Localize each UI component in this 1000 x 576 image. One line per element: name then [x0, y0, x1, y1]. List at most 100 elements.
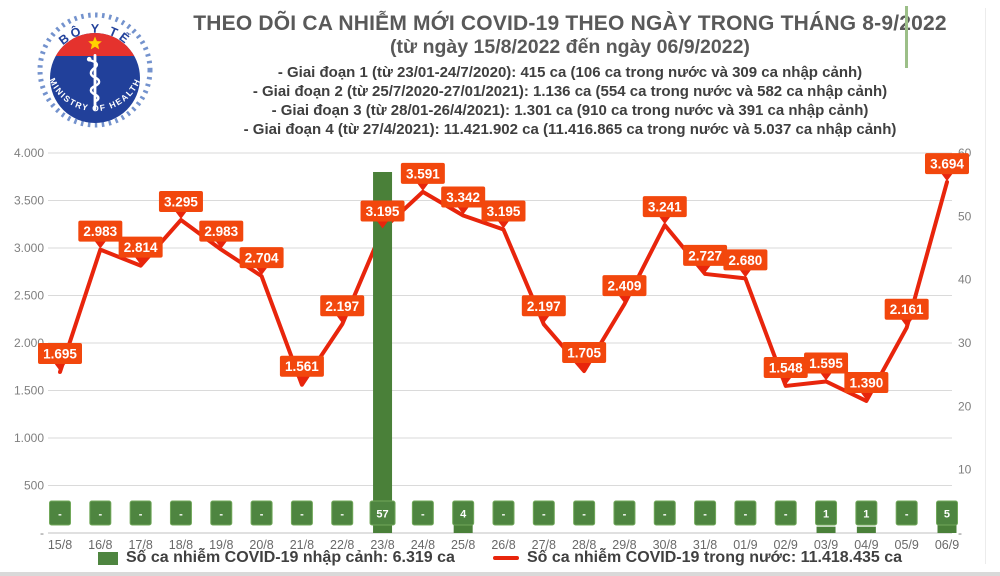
svg-text:2.197: 2.197	[527, 299, 561, 314]
svg-text:1.705: 1.705	[567, 346, 601, 361]
svg-text:-: -	[744, 509, 748, 521]
svg-text:-: -	[703, 509, 707, 521]
period-notes: - Giai đoạn 1 (từ 23/01-24/7/2020): 415 …	[170, 63, 970, 139]
svg-text:20: 20	[958, 399, 972, 413]
bottom-gray-strip	[0, 572, 1000, 576]
svg-text:3.000: 3.000	[14, 241, 44, 255]
svg-text:-: -	[219, 509, 223, 521]
legend-imported-label: Số ca nhiễm COVID-19 nhập cảnh: 6.319 ca	[125, 549, 455, 566]
svg-text:22/8: 22/8	[330, 538, 354, 552]
svg-text:-: -	[502, 509, 506, 521]
svg-text:3.500: 3.500	[14, 194, 44, 208]
logo-star-icon	[88, 36, 102, 50]
svg-text:2.704: 2.704	[245, 251, 279, 266]
svg-text:2.680: 2.680	[729, 253, 763, 268]
svg-text:10: 10	[958, 463, 972, 477]
legend-item-domestic: Số ca nhiễm COVID-19 trong nước: 11.418.…	[492, 549, 903, 567]
svg-text:57: 57	[376, 509, 388, 521]
svg-text:2.727: 2.727	[688, 248, 722, 263]
svg-text:04/9: 04/9	[854, 538, 878, 552]
period-note-2: - Giai đoạn 2 (từ 25/7/2020-27/01/2021):…	[252, 83, 888, 100]
svg-text:3.342: 3.342	[446, 190, 480, 205]
svg-text:17/8: 17/8	[128, 538, 152, 552]
ministry-of-health-logo: BỘ Y TẾ MINISTRY OF HEALTH	[37, 12, 153, 128]
right-border-line	[985, 8, 986, 564]
domestic-line-swatch-icon	[492, 555, 519, 561]
svg-text:-: -	[139, 509, 143, 521]
svg-text:-: -	[542, 509, 546, 521]
svg-text:30/8: 30/8	[653, 538, 677, 552]
left-axis-labels: 4.000 3.500 3.000 2.500 2.000 1.500 1.000 500 -	[14, 146, 44, 540]
svg-text:18/8: 18/8	[169, 538, 193, 552]
svg-text:50: 50	[958, 209, 972, 223]
chart-legend: Số ca nhiễm COVID-19 nhập cảnh: 6.319 ca…	[0, 549, 1000, 567]
logo-scalloped-ring	[37, 12, 153, 128]
svg-text:1: 1	[823, 509, 829, 521]
combo-chart-plot: 4.0003.5003.0002.5002.0001.5001.000500-6…	[14, 146, 972, 552]
svg-text:31/8: 31/8	[693, 538, 717, 552]
bar-labels: - - - - - - - - 57 - 4 - - - - - - - - 1 1 - 5	[49, 500, 958, 526]
svg-text:3.295: 3.295	[164, 194, 198, 209]
svg-text:16/8: 16/8	[88, 538, 112, 552]
svg-text:1.548: 1.548	[769, 360, 803, 375]
svg-text:05/9: 05/9	[895, 538, 919, 552]
period-note-4: - Giai đoạn 4 (từ 27/4/2021): 11.421.902…	[243, 121, 897, 138]
svg-text:-: -	[179, 509, 183, 521]
svg-text:-: -	[784, 509, 788, 521]
svg-text:-: -	[663, 509, 667, 521]
svg-text:1.595: 1.595	[809, 356, 843, 371]
svg-text:-: -	[98, 509, 102, 521]
legend-domestic-label: Số ca nhiễm COVID-19 trong nước: 11.418.…	[526, 549, 903, 566]
svg-text:1: 1	[863, 509, 869, 521]
svg-text:01/9: 01/9	[733, 538, 757, 552]
svg-text:21/8: 21/8	[290, 538, 314, 552]
svg-text:3.195: 3.195	[366, 204, 400, 219]
svg-text:-: -	[260, 509, 264, 521]
svg-text:500: 500	[24, 479, 44, 493]
line-labels: 1.695 2.983 2.814 3.295 2.983 2.704 1.561 2.197…	[38, 153, 969, 400]
svg-text:4.000: 4.000	[14, 146, 44, 160]
svg-text:2.983: 2.983	[204, 224, 238, 239]
period-note-1: - Giai đoạn 1 (từ 23/01-24/7/2020): 415 …	[277, 64, 863, 81]
svg-text:-: -	[623, 509, 627, 521]
x-axis-labels: 15/8 16/8 17/8 18/8 19/8 20/8 21/8 22/8 23/8 24/8…	[48, 538, 959, 552]
chart-title: THEO DÕI CA NHIỄM MỚI COVID-19 THEO NGÀY…	[193, 12, 947, 35]
svg-text:1.561: 1.561	[285, 359, 319, 374]
svg-text:3.241: 3.241	[648, 200, 682, 215]
svg-text:1.000: 1.000	[14, 431, 44, 445]
svg-text:2.983: 2.983	[83, 224, 117, 239]
svg-text:-: -	[58, 509, 62, 521]
svg-text:03/9: 03/9	[814, 538, 838, 552]
imported-bar-swatch-icon	[97, 551, 118, 565]
svg-text:3.694: 3.694	[930, 157, 964, 172]
svg-text:-: -	[958, 526, 962, 540]
green-accent-line	[905, 6, 908, 68]
svg-text:2.161: 2.161	[890, 302, 924, 317]
svg-text:5: 5	[944, 509, 950, 521]
svg-text:20/8: 20/8	[249, 538, 273, 552]
svg-text:-: -	[340, 509, 344, 521]
chart-subtitle: (từ ngày 15/8/2022 đến ngày 06/9/2022)	[390, 36, 750, 58]
svg-text:3.591: 3.591	[406, 166, 440, 181]
svg-text:-: -	[905, 509, 909, 521]
svg-text:27/8: 27/8	[532, 538, 556, 552]
svg-text:-: -	[300, 509, 304, 521]
svg-text:24/8: 24/8	[411, 538, 435, 552]
svg-text:29/8: 29/8	[612, 538, 636, 552]
svg-text:26/8: 26/8	[491, 538, 515, 552]
svg-text:2.814: 2.814	[124, 240, 158, 255]
svg-text:19/8: 19/8	[209, 538, 233, 552]
svg-text:02/9: 02/9	[774, 538, 798, 552]
svg-text:1.390: 1.390	[849, 375, 883, 390]
legend-item-imported: Số ca nhiễm COVID-19 nhập cảnh: 6.319 ca	[97, 549, 455, 567]
gridlines	[48, 152, 952, 534]
svg-text:23/8: 23/8	[370, 538, 394, 552]
period-note-3: - Giai đoạn 3 (từ 28/01-26/4/2021): 1.30…	[271, 102, 869, 119]
svg-text:15/8: 15/8	[48, 538, 72, 552]
svg-text:40: 40	[958, 273, 972, 287]
svg-text:2.197: 2.197	[325, 299, 359, 314]
svg-text:30: 30	[958, 336, 972, 350]
svg-text:28/8: 28/8	[572, 538, 596, 552]
